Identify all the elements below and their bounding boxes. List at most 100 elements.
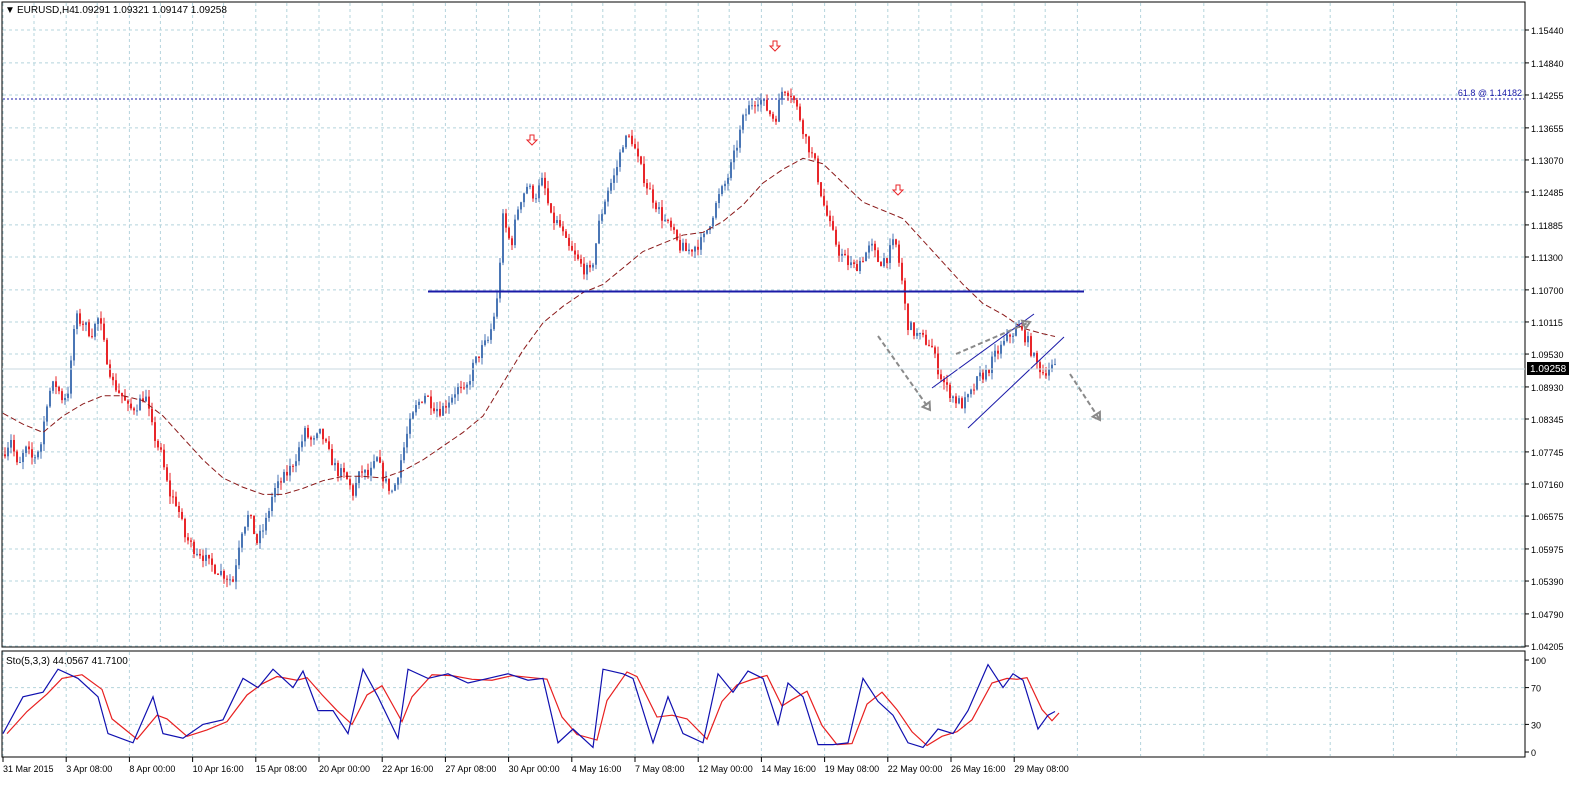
candle-body (379, 457, 381, 463)
candle-body (340, 468, 342, 476)
time-tick-label: 22 May 00:00 (888, 764, 943, 774)
candle-body (403, 447, 405, 461)
price-tick-label: 1.13070 (1531, 156, 1564, 166)
candle-body (91, 336, 93, 338)
candle-body (4, 454, 6, 457)
candle-body (223, 570, 225, 579)
candle-body (1048, 369, 1050, 376)
time-tick-label: 3 Apr 08:00 (66, 764, 112, 774)
candle-body (292, 465, 294, 467)
price-tick-label: 1.10115 (1531, 318, 1563, 328)
candle-body (694, 246, 696, 252)
candle-body (793, 96, 795, 101)
candle-body (163, 449, 165, 468)
candle-body (124, 396, 126, 401)
candle-body (157, 440, 159, 448)
candle-body (496, 298, 498, 317)
candle-body (931, 345, 933, 348)
time-tick-label: 4 May 16:00 (572, 764, 622, 774)
candlesticks (4, 87, 1056, 590)
candle-body (310, 437, 312, 440)
candle-body (928, 344, 930, 346)
candle-body (556, 220, 558, 223)
candle-body (451, 397, 453, 403)
channel-lower-line (967, 336, 1065, 429)
candle-body (412, 412, 414, 419)
candle-body (31, 449, 33, 458)
candle-body (388, 478, 390, 491)
candle-body (610, 182, 612, 191)
candle-body (982, 372, 984, 380)
candle-body (175, 496, 177, 506)
time-tick-label: 22 Apr 16:00 (382, 764, 433, 774)
candle-body (541, 177, 543, 186)
candle-body (760, 100, 762, 105)
candle-body (433, 408, 435, 412)
candle-body (397, 477, 399, 485)
candle-body (778, 99, 780, 122)
candle-body (286, 471, 288, 476)
candle-body (484, 340, 486, 346)
candle-body (373, 461, 375, 468)
candle-body (40, 444, 42, 452)
candle-body (835, 229, 837, 245)
candle-body (1015, 327, 1017, 336)
candle-body (859, 260, 861, 272)
candle-body (199, 553, 201, 556)
candle-body (970, 389, 972, 395)
candle-body (1054, 364, 1056, 366)
candle-body (271, 496, 273, 512)
candle-body (919, 332, 921, 334)
candle-body (544, 177, 546, 189)
candle-body (979, 372, 981, 377)
candle-body (973, 389, 975, 391)
candle-body (106, 339, 108, 365)
price-tick-label: 1.10700 (1531, 286, 1564, 296)
candle-body (532, 185, 534, 199)
candle-body (1027, 336, 1029, 343)
candle-body (229, 579, 231, 581)
candle-body (892, 239, 894, 246)
candle-body (190, 540, 192, 542)
candle-body (1039, 362, 1041, 373)
candle-body (514, 219, 516, 246)
candle-body (751, 105, 753, 107)
candle-body (796, 100, 798, 107)
candle-body (520, 202, 522, 210)
candle-body (304, 427, 306, 442)
candle-body (823, 196, 825, 206)
candle-body (220, 570, 222, 575)
projection-arrow-down-icon (877, 335, 931, 411)
candle-body (409, 418, 411, 434)
candle-body (1030, 336, 1032, 356)
candle-body (916, 333, 918, 336)
price-tick-label: 1.11885 (1531, 221, 1563, 231)
candle-body (784, 91, 786, 93)
candle-body (949, 384, 951, 399)
candle-body (415, 405, 417, 413)
candle-body (808, 136, 810, 153)
candle-body (10, 439, 12, 448)
candle-body (766, 99, 768, 111)
candle-body (463, 387, 465, 389)
candle-body (430, 396, 432, 409)
fibonacci-label: 61.8 @ 1.14182 (1458, 88, 1522, 98)
candle-body (76, 313, 78, 329)
candle-body (172, 496, 174, 498)
dropdown-caret-icon[interactable]: ▼ (5, 5, 15, 16)
price-tick-label: 1.15440 (1531, 26, 1564, 36)
candle-body (883, 258, 885, 267)
fibonacci-level: 61.8 @ 1.14182 (3, 88, 1524, 100)
candle-body (52, 381, 54, 391)
candle-body (736, 147, 738, 151)
candle-body (436, 408, 438, 412)
candle-body (676, 229, 678, 240)
candle-body (880, 261, 882, 267)
candle-body (619, 152, 621, 167)
candle-body (568, 237, 570, 246)
candle-body (547, 188, 549, 204)
candle-body (406, 433, 408, 448)
candle-body (613, 175, 615, 183)
candle-body (820, 182, 822, 197)
